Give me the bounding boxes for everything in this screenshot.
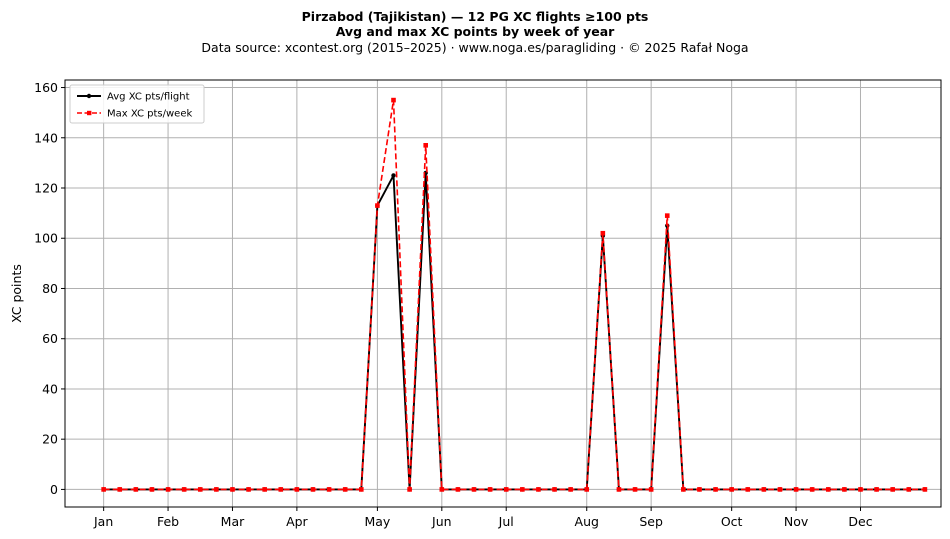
legend-box <box>69 84 205 124</box>
series-line <box>103 171 925 491</box>
data-point <box>729 487 734 492</box>
legend-marker <box>86 93 92 99</box>
x-axis: Jan Feb Mar Apr May Jun Jul Aug Sep Oct Nov Dec <box>93 507 873 529</box>
data-point <box>455 487 461 492</box>
plot-frame <box>64 79 942 508</box>
data-point <box>117 487 123 492</box>
data-point <box>761 487 767 492</box>
legend-label: Max XC pts/week <box>107 109 192 120</box>
data-point <box>858 487 863 492</box>
data-point <box>358 487 364 492</box>
data-point <box>906 487 912 492</box>
x-tick-label: May <box>364 514 390 529</box>
data-point <box>165 487 171 492</box>
data-point <box>391 173 396 178</box>
data-point <box>793 487 799 492</box>
data-point <box>568 487 573 492</box>
data-point <box>536 487 541 492</box>
series-line <box>103 99 925 491</box>
data-point <box>681 487 686 492</box>
data-point <box>552 487 557 492</box>
data-point <box>149 487 155 492</box>
data-point <box>407 487 412 492</box>
y-tick-label: 20 <box>42 432 58 447</box>
data-point <box>487 487 493 492</box>
y-tick-label: 140 <box>34 130 58 145</box>
x-tick-label: Mar <box>221 514 245 529</box>
data-point <box>214 487 219 492</box>
y-axis: 0 20 40 60 80 100 120 140 160 <box>34 80 65 497</box>
data-point <box>310 487 316 492</box>
data-point <box>246 487 251 492</box>
x-tick-label: Jul <box>498 514 514 529</box>
data-point <box>648 487 654 492</box>
y-tick-label: 160 <box>34 80 58 95</box>
y-axis-label: XC points <box>9 264 24 323</box>
data-point <box>101 487 106 492</box>
x-tick-label: Oct <box>721 514 743 529</box>
data-point <box>664 213 670 218</box>
series-layer <box>101 97 928 492</box>
x-tick-label: Jun <box>431 514 452 529</box>
data-point <box>632 487 638 492</box>
data-point <box>874 487 879 492</box>
data-point <box>181 487 187 492</box>
data-point <box>809 487 815 492</box>
x-tick-label: Jan <box>93 514 113 529</box>
data-point <box>697 487 702 492</box>
y-tick-label: 100 <box>34 231 58 246</box>
data-point <box>584 487 590 492</box>
data-point <box>745 487 751 492</box>
chart-subtitle: Avg and max XC points by week of year <box>335 24 615 39</box>
y-tick-label: 120 <box>34 181 58 196</box>
data-point <box>197 487 203 492</box>
data-point <box>294 487 300 492</box>
series-max <box>101 97 928 492</box>
y-tick-label: 60 <box>42 331 58 346</box>
x-tick-label: Nov <box>784 514 809 529</box>
data-point <box>471 487 477 492</box>
x-tick-label: Dec <box>848 514 872 529</box>
data-point <box>842 487 847 492</box>
data-point <box>600 230 606 236</box>
data-point <box>342 487 348 492</box>
data-point <box>278 487 284 492</box>
data-point <box>520 487 525 492</box>
x-tick-label: Apr <box>286 514 308 529</box>
x-tick-label: Feb <box>157 514 179 529</box>
data-point <box>423 143 429 148</box>
chart-title: Pirzabod (Tajikistan) — 12 PG XC flights… <box>301 9 649 24</box>
data-point <box>825 487 831 492</box>
data-point <box>616 487 622 492</box>
y-tick-label: 80 <box>42 281 58 296</box>
data-point <box>262 487 267 492</box>
legend-marker <box>87 110 92 116</box>
legend: Avg XC pts/flight Max XC pts/week <box>69 84 205 124</box>
grid-lines <box>65 80 941 507</box>
x-tick-label: Sep <box>639 514 663 529</box>
y-tick-label: 0 <box>50 482 58 497</box>
data-point <box>439 487 445 492</box>
y-tick-label: 40 <box>42 381 58 396</box>
data-point <box>133 487 139 492</box>
data-point <box>391 97 396 103</box>
data-point <box>777 487 783 492</box>
x-tick-label: Aug <box>575 514 599 529</box>
chart-source: Data source: xcontest.org (2015–2025) · … <box>201 40 749 55</box>
data-point <box>230 487 235 492</box>
series-avg <box>101 170 928 492</box>
legend-label: Avg XC pts/flight <box>107 92 190 103</box>
data-point <box>890 487 895 492</box>
data-point <box>375 203 380 208</box>
data-point <box>713 487 718 492</box>
data-point <box>503 487 509 492</box>
data-point <box>326 487 332 492</box>
chart-titles: Pirzabod (Tajikistan) — 12 PG XC flights… <box>0 9 950 56</box>
data-point <box>922 487 928 492</box>
